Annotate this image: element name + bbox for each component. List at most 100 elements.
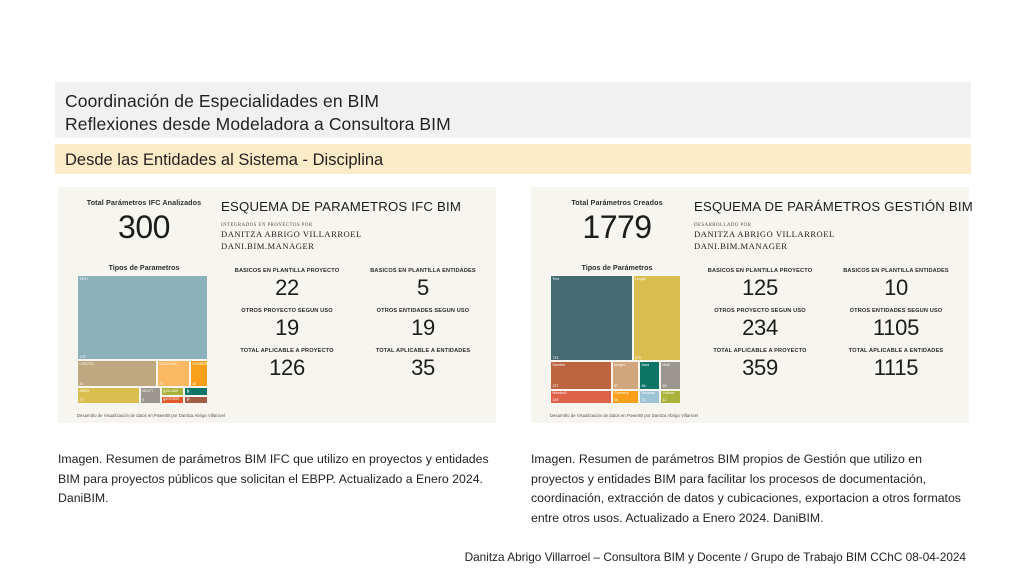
treemap-cell-label: Volume [662, 391, 675, 396]
treemap-cell-value: 22 [159, 381, 164, 386]
treemap-cell: Boolean 22 [639, 389, 661, 404]
treemap-chart-ifc: TEXT 175 LENGTH 43 BOOLEAN 22 NUMBER 16 AREA 27 MU… [77, 275, 208, 404]
treemap-cell-value: 97 [614, 384, 619, 389]
report-panel-ifc: Total Parámetros IFC Analizados 300 ESQU… [58, 187, 496, 423]
treemap-cell-value: 3 [186, 390, 189, 395]
subtitle-banner: Desde las Entidades al Sistema - Discipl… [55, 144, 971, 174]
treemap-cell: Area 66 [639, 361, 661, 390]
treemap-cell-value: 46 [614, 398, 619, 403]
treemap-cell: NUMBER 16 [189, 360, 208, 388]
metric-value: 10 [884, 275, 908, 300]
total-value: 300 [118, 209, 170, 245]
scheme-title: ESQUEMA DE PARAMETROS IFC BIM [221, 199, 462, 214]
scheme-title: ESQUEMA DE PARÁMETROS GESTIÓN BIM [694, 199, 973, 214]
metric-label: TOTAL APLICABLE A PROYECTO [240, 348, 334, 354]
treemap-cell-label: O [186, 397, 190, 402]
treemap-cell-label: MULTI [142, 388, 153, 393]
metric-value: 1105 [872, 315, 920, 340]
treemap-cell-value: 16 [192, 381, 197, 386]
treemap-cell-value: 2 [186, 398, 189, 403]
scheme-by-label: DESARROLLADO POR [694, 223, 752, 228]
metric-value: 35 [411, 355, 435, 380]
treemap-cell-value: 125 [552, 398, 559, 403]
metric-label: TOTAL APLICABLE A PROYECTO [713, 348, 807, 354]
scheme-handle: DANI.BIM.MANAGER [221, 241, 315, 251]
metric-label: TOTAL APLICABLE A ENTIDADES [848, 348, 944, 354]
treemap-cell: VOLUME 5 [160, 387, 185, 396]
treemap-title: Tipos de Parámetros [581, 263, 653, 272]
treemap-cell-label: Number [552, 362, 566, 367]
scheme-author: DANITZA ABRIGO VILLARROEL [221, 229, 362, 239]
treemap-cell-value: 5 [163, 390, 166, 395]
scheme-by-label: INTEGRADOS EN PROYECTOS POR [221, 223, 313, 228]
treemap-cell-label: TEXT [79, 276, 89, 281]
treemap-cell-label: Integer [614, 362, 626, 367]
treemap-cell: Multi 65 [660, 361, 681, 390]
treemap-cell: Currency 46 [611, 389, 640, 404]
treemap-cell-label: LENGTH [79, 361, 94, 366]
scheme-author: DANITZA ABRIGO VILLARROEL [694, 229, 835, 239]
treemap-cell-label: Text [552, 276, 560, 281]
metric-value: 19 [411, 315, 435, 340]
metric-label: OTROS ENTIDADES SEGUN USO [376, 308, 470, 314]
treemap-cell-value: 723 [552, 355, 559, 360]
treemap-cell-label: Currency [614, 391, 629, 396]
treemap-cell-value: 227 [552, 384, 559, 389]
metric-value: 126 [269, 355, 305, 380]
total-value: 1779 [582, 209, 652, 245]
metric-value: 22 [275, 275, 299, 300]
metric-value: 5 [417, 275, 429, 300]
treemap-cell: TEXT 175 [77, 275, 208, 361]
panel-credit: Desarrollo de Visualización de datos en … [550, 413, 698, 418]
treemap-cell-label: Multi [662, 362, 671, 367]
treemap-cell-value: 6 [142, 398, 145, 403]
metrics-grid: BASICOS EN PLANTILLA PROYECTO BASICOS EN … [694, 261, 962, 381]
treemap-cell-label: INTEGER [163, 397, 180, 402]
metric-value: 125 [742, 275, 778, 300]
treemap-cell-label: Area [641, 362, 650, 367]
metric-label: TOTAL APLICABLE A ENTIDADES [375, 348, 471, 354]
treemap-cell: AREA 27 [77, 387, 140, 404]
title-line-1: Coordinación de Especialidades en BIM [65, 91, 380, 111]
metric-value: 359 [742, 355, 778, 380]
treemap-cell-label: NUMBER [192, 361, 208, 366]
treemap-cell-value: 4 [163, 398, 166, 403]
treemap-cell-value: 65 [662, 384, 667, 389]
title-line-2: Reflexiones desde Modeladora a Consultor… [65, 114, 451, 134]
treemap-cell-value: 175 [79, 354, 86, 359]
treemap-cell: BOOLEAN 22 [156, 360, 190, 388]
metrics-grid: BASICOS EN PLANTILLA PROYECTO BASICOS EN … [221, 261, 489, 381]
subtitle-text: Desde las Entidades al Sistema - Discipl… [65, 151, 384, 169]
treemap-cell-value: 66 [641, 384, 646, 389]
metric-label: BASICOS EN PLANTILLA PROYECTO [234, 268, 340, 274]
treemap-cell: Volume 12 [660, 389, 681, 404]
scheme-heading: ESQUEMA DE PARÁMETROS GESTIÓN BIM DESARR… [694, 199, 973, 252]
metric-value: 1115 [873, 355, 919, 380]
report-panel-gestion: Total Parámetros Creados 1779 ESQUEMA DE… [531, 187, 973, 423]
treemap-cell: Integer 97 [611, 361, 640, 390]
treemap-cell-value: 43 [79, 381, 84, 386]
metric-label: OTROS ENTIDADES SEGUN USO [849, 308, 943, 314]
metric-label: OTROS PROYECTO SEGUN USO [241, 308, 333, 314]
treemap-cell-label: Boolean [641, 391, 655, 396]
treemap-cell-label: AREA [79, 388, 90, 393]
treemap-cell: Text 723 [550, 275, 633, 362]
total-label: Total Parámetros Creados [571, 198, 663, 207]
treemap-cell-label: Length [635, 276, 646, 281]
treemap-cell-value: 379 [635, 355, 641, 360]
title-banner: Coordinación de Especialidades en BIM Re… [55, 82, 971, 138]
treemap-cell-value: 12 [662, 398, 667, 403]
treemap-chart-gestion: Text 723 Length 379 Number 227 Integer 97 Area 66… [550, 275, 681, 404]
metric-value: 19 [275, 315, 299, 340]
scheme-handle: DANI.BIM.MANAGER [694, 241, 788, 251]
treemap-cell-label: BOOLEAN [159, 361, 177, 366]
treemap-cell: Number 227 [550, 361, 612, 390]
treemap-cell: INTEGER 4 [160, 395, 185, 404]
metric-label: BASICOS EN PLANTILLA ENTIDADES [843, 268, 949, 274]
caption-right: Imagen. Resumen de parámetros BIM propio… [531, 452, 961, 525]
treemap-cell: Number2 125 [550, 389, 612, 404]
treemap-cell-value: 27 [79, 398, 84, 403]
